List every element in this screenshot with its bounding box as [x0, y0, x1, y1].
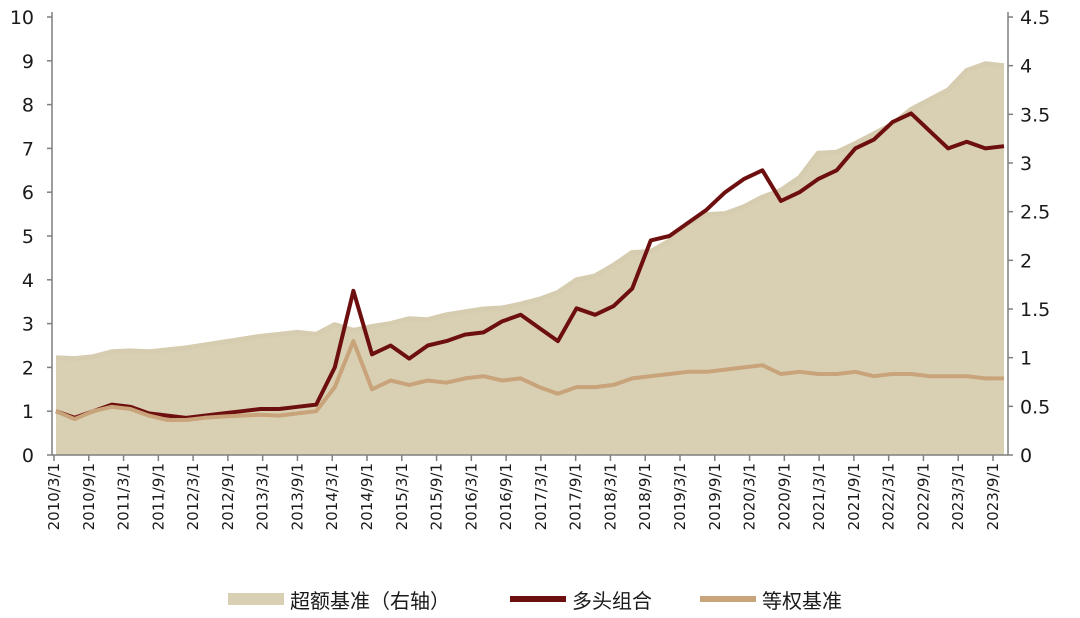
x-tick-label: 2018/3/1: [601, 463, 619, 530]
legend: 超额基准（右轴） 多头组合 等权基准: [0, 578, 1080, 618]
legend-item: 等权基准: [700, 584, 842, 614]
x-tick-label: 2023/9/1: [984, 463, 1002, 530]
x-tick-label: 2016/3/1: [462, 463, 480, 530]
legend-label: 超额基准（右轴）: [290, 588, 450, 613]
x-tick-label: 2014/9/1: [358, 463, 376, 530]
x-tick-label: 2021/3/1: [810, 463, 828, 530]
legend-item: 超额基准（右轴）: [228, 584, 450, 614]
y-right-tick-label: 3: [1020, 153, 1032, 175]
legend-item: 多头组合: [510, 584, 652, 614]
x-tick-label: 2013/3/1: [254, 463, 272, 530]
x-tick-label: 2011/3/1: [115, 463, 133, 530]
x-tick-label: 2019/3/1: [671, 463, 689, 530]
x-tick-label: 2010/3/1: [45, 463, 63, 530]
y-right-tick-label: 4.5: [1020, 7, 1050, 29]
x-tick-label: 2011/9/1: [149, 463, 167, 530]
y-left-tick-label: 7: [22, 138, 34, 160]
y-left-tick-label: 4: [22, 270, 34, 292]
x-tick-label: 2016/9/1: [497, 463, 515, 530]
y-left-tick-label: 0: [22, 445, 34, 467]
x-tick-label: 2017/3/1: [532, 463, 550, 530]
x-tick-label: 2010/9/1: [80, 463, 98, 530]
x-tick-label: 2023/3/1: [949, 463, 967, 530]
x-tick-label: 2017/9/1: [567, 463, 585, 530]
x-tick-label: 2015/9/1: [428, 463, 446, 530]
legend-label: 等权基准: [762, 588, 842, 613]
line-chart: 0 1 2 3 4 5 6 7 8 9 10 0 0.5 1 1.5 2 2.5 3 3.5 4 4.5 2010/3/1…: [10, 7, 1050, 530]
x-tick-label: 2019/9/1: [706, 463, 724, 530]
legend-swatch: [228, 593, 284, 605]
series-line-equal-weight-benchmark: [55, 339, 1004, 422]
series-line-long-portfolio: [55, 111, 1005, 420]
legend-label: 多头组合: [572, 588, 652, 613]
y-right-tick-label: 4: [1020, 56, 1032, 78]
x-tick-label: 2022/9/1: [914, 463, 932, 530]
x-tick-label: 2020/3/1: [741, 463, 759, 530]
x-tick-label: 2018/9/1: [636, 463, 654, 530]
x-tick-label: 2015/3/1: [393, 463, 411, 530]
x-tick-label: 2012/3/1: [184, 463, 202, 530]
x-tick-label: 2021/9/1: [845, 463, 863, 530]
y-left-tick-label: 9: [22, 51, 34, 73]
y-left-tick-label: 5: [22, 226, 34, 248]
x-tick-label: 2013/9/1: [288, 463, 306, 530]
y-right-tick-label: 3.5: [1020, 104, 1050, 126]
x-tick-label: 2020/9/1: [775, 463, 793, 530]
series-area-excess-benchmark: [56, 63, 1004, 455]
y-right-tick-label: 2.5: [1020, 202, 1050, 224]
x-tick-label: 2012/9/1: [219, 463, 237, 530]
legend-swatch: [510, 596, 566, 602]
y-right-tick-label: 2: [1020, 250, 1032, 272]
x-tick-label: 2014/3/1: [323, 463, 341, 530]
x-tick-label: 2022/3/1: [880, 463, 898, 530]
series-line-excess-benchmark: [55, 61, 1005, 362]
y-left-tick-label: 2: [22, 357, 34, 379]
y-left-tick-label: 6: [22, 182, 34, 204]
legend-swatch: [700, 596, 756, 602]
plot-area: [55, 61, 1005, 455]
axes: 0 1 2 3 4 5 6 7 8 9 10 0 0.5 1 1.5 2 2.5 3 3.5 4 4.5 2010/3/1…: [10, 7, 1050, 530]
y-left-tick-label: 3: [22, 314, 34, 336]
y-right-tick-label: 0.5: [1020, 396, 1050, 418]
y-left-tick-label: 1: [22, 401, 34, 423]
y-right-tick-label: 1: [1020, 348, 1032, 370]
y-left-tick-label: 8: [22, 95, 34, 117]
y-right-tick-label: 1.5: [1020, 299, 1050, 321]
y-left-tick-label: 10: [10, 7, 34, 29]
y-right-tick-label: 0: [1020, 445, 1032, 467]
